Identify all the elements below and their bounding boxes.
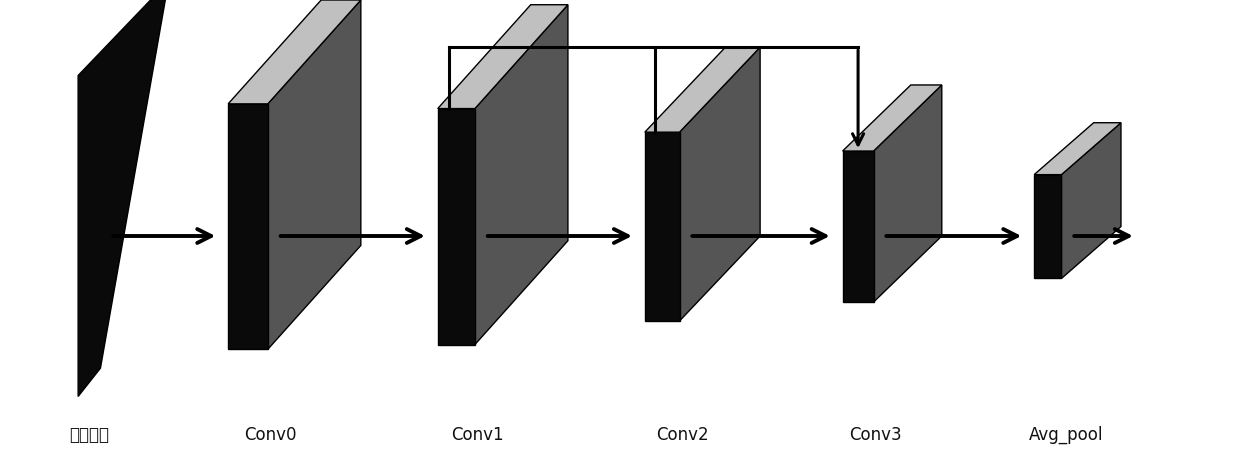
Polygon shape (1034, 175, 1061, 278)
Polygon shape (78, 0, 169, 396)
Polygon shape (645, 132, 680, 321)
Polygon shape (438, 109, 475, 345)
Text: Conv1: Conv1 (451, 426, 503, 444)
Polygon shape (475, 5, 568, 345)
Polygon shape (268, 0, 361, 349)
Text: Conv0: Conv0 (244, 426, 296, 444)
Polygon shape (873, 85, 942, 302)
Text: Avg_pool: Avg_pool (1029, 425, 1104, 444)
Text: 输入图像: 输入图像 (69, 426, 109, 444)
Polygon shape (1034, 123, 1121, 175)
Polygon shape (645, 47, 760, 132)
Polygon shape (843, 151, 873, 302)
Text: Conv3: Conv3 (849, 426, 901, 444)
Polygon shape (228, 104, 268, 349)
Polygon shape (680, 47, 760, 321)
Polygon shape (1061, 123, 1121, 278)
Polygon shape (843, 85, 942, 151)
Polygon shape (438, 5, 568, 109)
Text: Conv2: Conv2 (656, 426, 708, 444)
Polygon shape (228, 0, 361, 104)
